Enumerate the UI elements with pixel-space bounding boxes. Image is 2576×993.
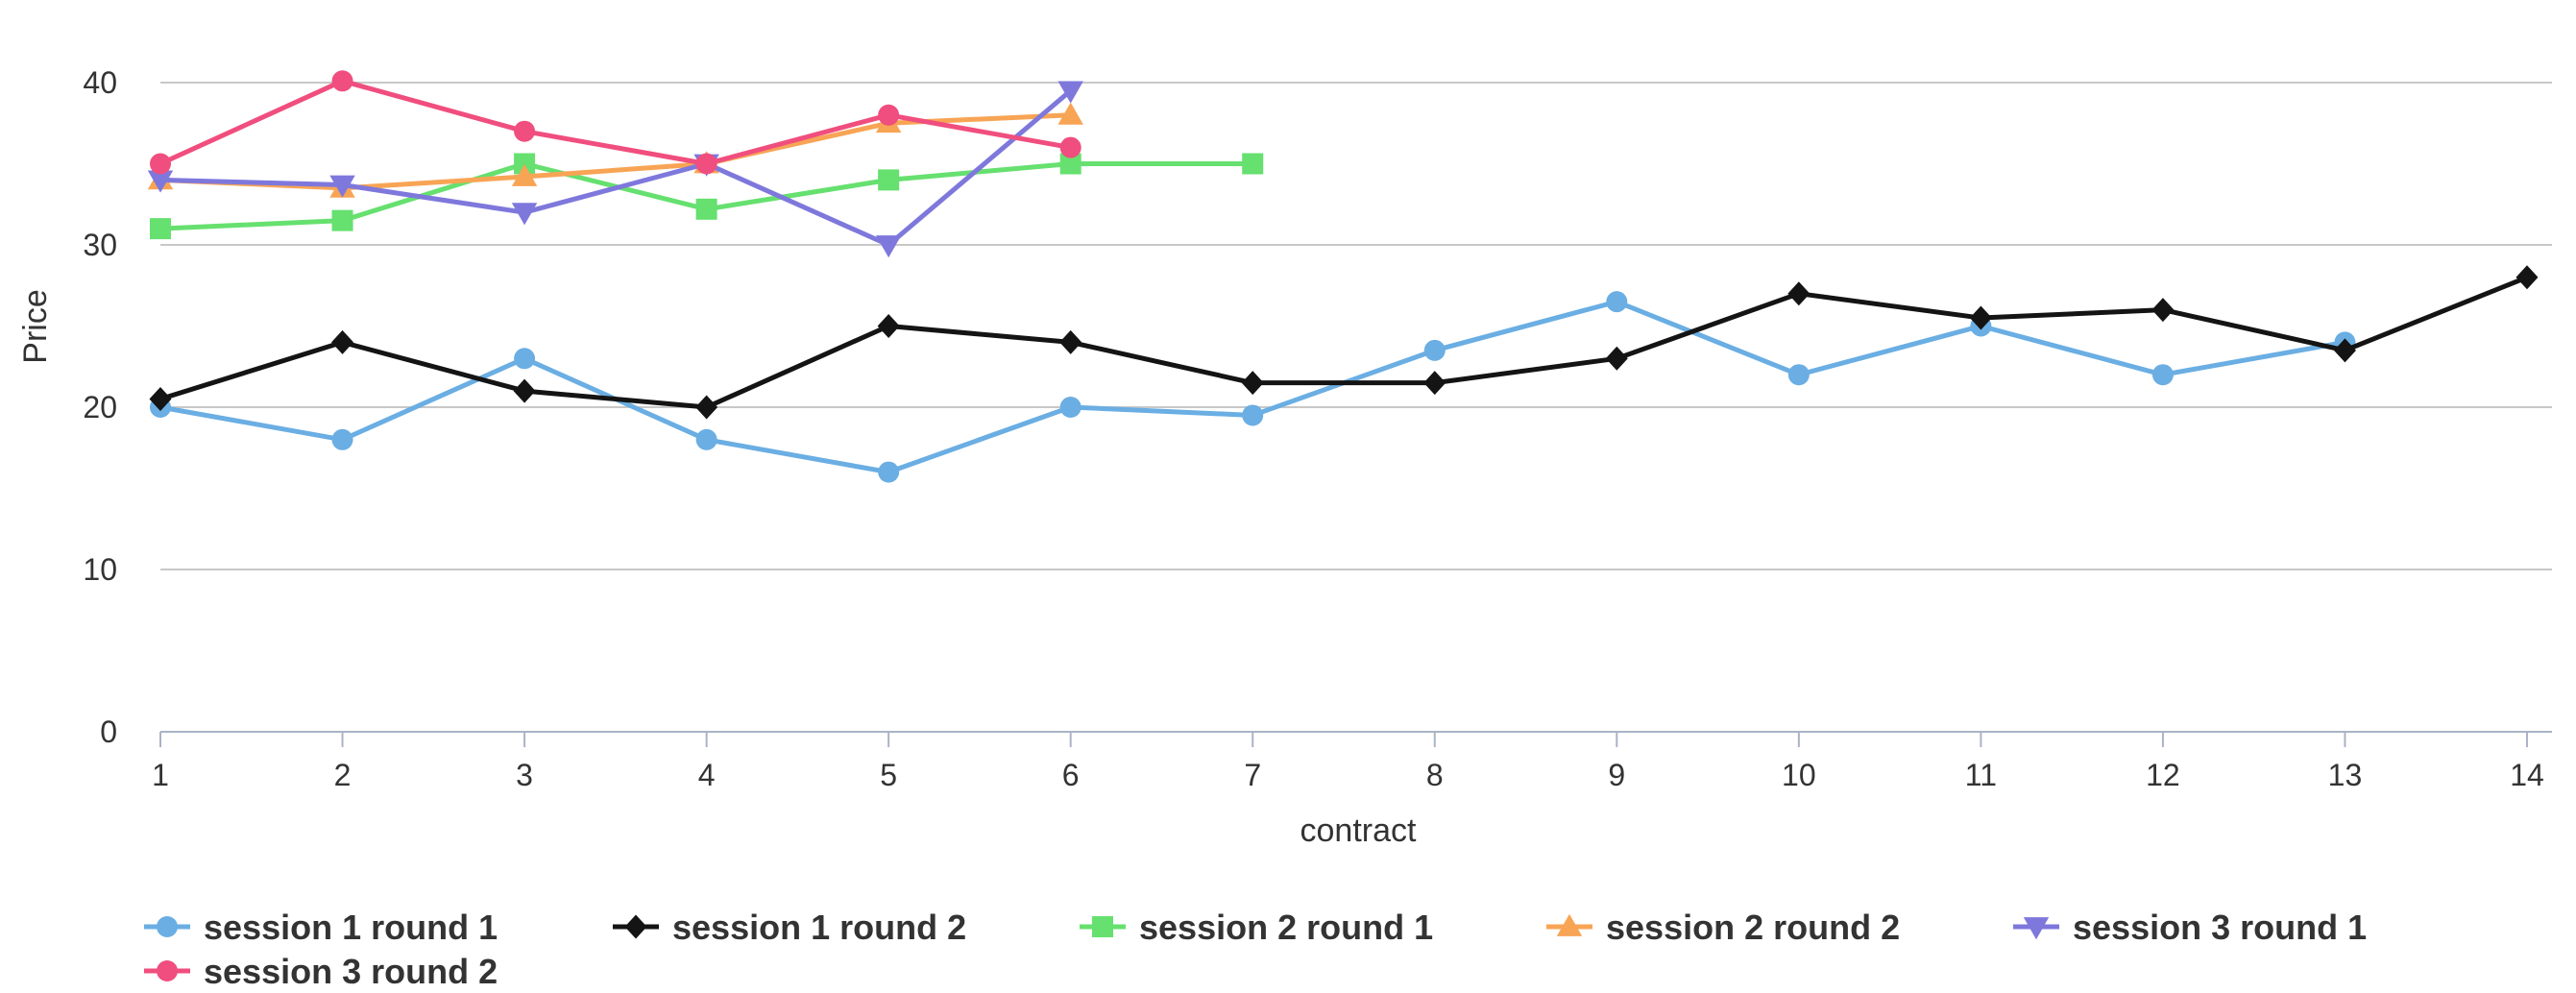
data-point <box>1787 281 1810 306</box>
y-tick-label: 10 <box>83 552 117 587</box>
series-line <box>158 275 2530 410</box>
legend-marker <box>624 914 647 939</box>
y-axis-title: Price <box>17 289 54 363</box>
data-point <box>2151 364 2174 386</box>
y-axis-ticks: 0 10 20 30 40 <box>83 65 117 749</box>
legend-label: session 2 round 2 <box>1606 908 1900 947</box>
legend-marker <box>1556 913 1583 936</box>
x-tick-label: 8 <box>1426 758 1444 792</box>
legend[interactable]: session 1 round 1 session 1 round 2 sessio… <box>144 908 2367 991</box>
legend-item[interactable]: session 2 round 2 <box>1546 908 1900 947</box>
data-point <box>331 209 353 231</box>
data-point <box>2515 265 2539 290</box>
data-point <box>1242 404 1264 426</box>
legend-label: session 2 round 1 <box>1139 908 1433 947</box>
data-point <box>875 235 902 258</box>
data-point <box>1969 305 1992 330</box>
legend-label: session 1 round 2 <box>672 908 966 947</box>
data-point <box>1423 339 1446 361</box>
x-tick-label: 14 <box>2510 758 2544 792</box>
data-point <box>1606 291 1628 313</box>
x-tick-label: 7 <box>1244 758 1261 792</box>
series-2 <box>149 265 2539 420</box>
data-point <box>149 387 172 412</box>
x-axis-title: contract <box>1300 812 1417 849</box>
data-point <box>878 461 900 483</box>
legend-marker <box>2023 917 2050 940</box>
series-layer <box>147 70 2539 483</box>
data-point <box>1057 81 1083 104</box>
data-point <box>329 175 355 198</box>
x-tick-label: 4 <box>698 758 716 792</box>
data-point <box>878 104 900 126</box>
data-point <box>695 153 717 175</box>
data-point <box>514 120 536 142</box>
x-tick-label: 11 <box>1965 758 1997 792</box>
x-tick-label: 13 <box>2328 758 2363 792</box>
y-tick-label: 0 <box>100 714 117 749</box>
legend-label: session 3 round 2 <box>204 952 498 991</box>
data-point <box>150 153 171 175</box>
legend-label: session 3 round 1 <box>2073 908 2367 947</box>
y-tick-label: 20 <box>83 390 117 424</box>
data-point <box>695 395 718 420</box>
series-line <box>158 78 1074 166</box>
data-point <box>150 218 171 240</box>
data-point <box>1057 102 1083 125</box>
data-point <box>695 198 717 220</box>
legend-item[interactable]: session 1 round 1 <box>144 908 498 947</box>
legend-item[interactable]: session 1 round 2 <box>613 908 966 947</box>
data-point <box>2151 298 2175 323</box>
series-line <box>158 87 1074 248</box>
data-point <box>877 314 900 338</box>
legend-marker <box>1092 916 1113 937</box>
data-point <box>331 329 354 354</box>
data-point <box>513 378 536 403</box>
series-3 <box>150 153 1264 240</box>
grid-lines <box>160 82 2552 570</box>
data-point <box>1423 371 1446 396</box>
data-point <box>695 428 717 450</box>
y-tick-label: 40 <box>83 65 117 100</box>
legend-marker <box>157 916 178 937</box>
x-tick-label: 6 <box>1062 758 1080 792</box>
data-point <box>514 348 536 370</box>
data-point <box>878 169 900 191</box>
data-point <box>1059 153 1081 175</box>
x-tick-label: 2 <box>334 758 352 792</box>
data-point <box>511 163 538 186</box>
data-point <box>1059 136 1081 158</box>
x-axis: 1 2 3 4 5 6 7 8 9 10 11 12 13 14 <box>152 731 2552 792</box>
series-6 <box>150 70 1081 175</box>
x-tick-label: 1 <box>152 758 169 792</box>
data-point <box>331 70 353 92</box>
legend-item[interactable]: session 2 round 1 <box>1080 908 1433 947</box>
data-point <box>2333 338 2356 363</box>
legend-label: session 1 round 1 <box>204 908 498 947</box>
data-point <box>514 153 536 175</box>
data-point <box>331 428 353 450</box>
data-point <box>1242 153 1264 175</box>
data-point <box>1059 397 1081 418</box>
data-point <box>147 170 174 193</box>
y-tick-label: 30 <box>83 228 117 262</box>
data-point <box>1241 371 1264 396</box>
x-tick-label: 5 <box>880 758 897 792</box>
data-point <box>1059 329 1082 354</box>
data-point <box>511 203 538 226</box>
legend-marker <box>157 960 178 981</box>
legend-item[interactable]: session 3 round 2 <box>144 952 498 991</box>
x-tick-label: 3 <box>516 758 533 792</box>
data-point <box>1787 364 1810 386</box>
legend-item[interactable]: session 3 round 1 <box>2013 908 2367 947</box>
data-point <box>1605 346 1628 371</box>
x-tick-label: 12 <box>2146 758 2180 792</box>
x-tick-label: 10 <box>1782 758 1816 792</box>
x-tick-label: 9 <box>1608 758 1625 792</box>
